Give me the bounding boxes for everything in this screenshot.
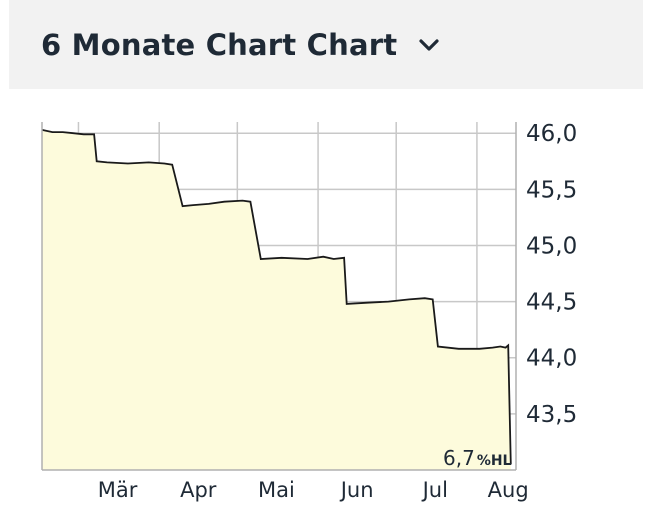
y-tick-label: 44,0 [526, 346, 577, 372]
x-tick-label: Apr [180, 478, 217, 502]
y-tick-label: 43,5 [526, 402, 577, 428]
chart-period-dropdown[interactable]: 6 Monate Chart Chart [9, 0, 643, 89]
price-area [42, 129, 511, 470]
hl-annotation-value: 6,7 [443, 446, 475, 470]
x-tick-label: Jun [339, 478, 374, 502]
chart-title: 6 Monate Chart Chart [41, 27, 398, 62]
x-tick-label: Jul [421, 478, 448, 502]
y-tick-label: 46,0 [526, 121, 577, 147]
hl-annotation-unit: %HL [477, 453, 512, 469]
price-line [41, 129, 512, 465]
hl-annotation: 6,7 %HL [443, 446, 512, 470]
x-tick-label: Aug [488, 478, 529, 502]
y-tick-label: 44,5 [526, 290, 577, 316]
x-tick-label: Mär [98, 478, 138, 502]
area-chart-svg: 46,0 45,5 45,0 44,5 44,0 43,5 Mär Apr Mai Jun Jul A… [41, 121, 577, 502]
y-tick-label: 45,0 [526, 233, 577, 259]
x-tick-label: Mai [258, 478, 295, 502]
chevron-down-icon[interactable] [419, 30, 439, 59]
price-chart: 46,0 45,5 45,0 44,5 44,0 43,5 Mär Apr Mai Jun Jul A… [0, 105, 646, 513]
y-tick-label: 45,5 [526, 177, 577, 203]
